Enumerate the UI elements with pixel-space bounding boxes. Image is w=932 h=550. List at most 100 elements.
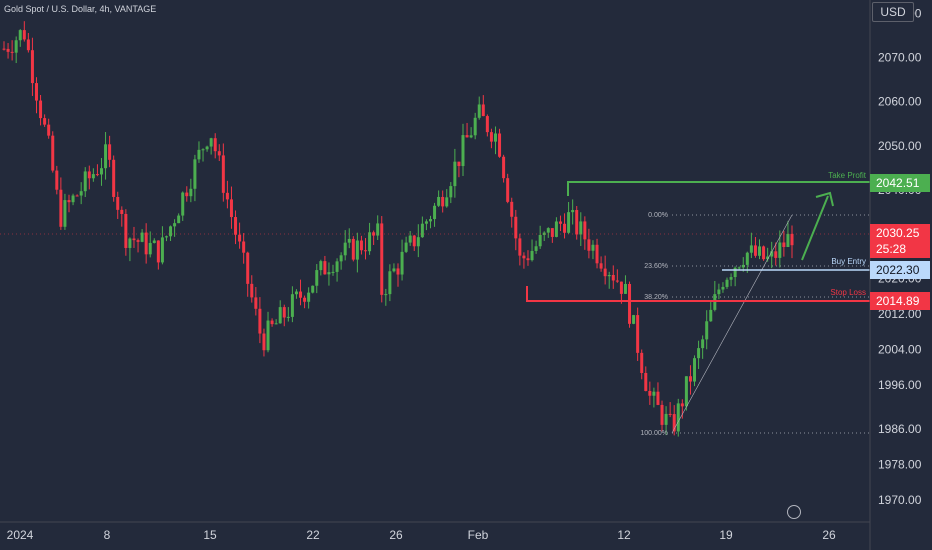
candle-body bbox=[217, 151, 221, 156]
candle-body bbox=[538, 234, 542, 247]
candle-body bbox=[169, 226, 173, 237]
currency-button[interactable]: USD bbox=[872, 2, 914, 22]
candle-body bbox=[737, 267, 741, 269]
candle-body bbox=[55, 170, 59, 190]
flash-icon[interactable] bbox=[787, 505, 801, 519]
candle-body bbox=[173, 223, 177, 227]
candle-body bbox=[652, 391, 656, 396]
candle-body bbox=[575, 210, 579, 235]
candle-body bbox=[412, 235, 416, 247]
candle-body bbox=[315, 270, 319, 286]
candle-body bbox=[502, 156, 506, 179]
candle-body bbox=[10, 51, 14, 53]
candle-body bbox=[656, 391, 660, 405]
candle-body bbox=[534, 246, 538, 251]
candle-body bbox=[514, 216, 518, 239]
current-price-badge: 2030.25 25:28 bbox=[870, 224, 930, 258]
candle-body bbox=[786, 233, 790, 248]
candle-body bbox=[152, 240, 156, 243]
candle-body bbox=[43, 118, 47, 125]
candle-body bbox=[327, 272, 331, 275]
candle-body bbox=[185, 192, 189, 197]
candle-body bbox=[250, 283, 254, 298]
candle-body bbox=[234, 217, 238, 235]
candle-body bbox=[433, 205, 437, 220]
candle-body bbox=[335, 261, 339, 272]
candle-body bbox=[39, 100, 43, 119]
candle-body bbox=[563, 223, 567, 233]
candle-body bbox=[254, 297, 258, 309]
candle-body bbox=[493, 133, 497, 142]
candle-body bbox=[294, 291, 298, 295]
candle-body bbox=[359, 240, 363, 251]
candle-body bbox=[213, 138, 217, 152]
buy-entry-label: Buy Entry bbox=[831, 257, 866, 266]
candle-body bbox=[579, 221, 583, 235]
candle-body bbox=[63, 200, 67, 227]
candle-body bbox=[242, 241, 246, 253]
price-tick-label: 2012.00 bbox=[878, 307, 922, 321]
time-tick-label: 26 bbox=[389, 528, 403, 542]
candle-body bbox=[124, 213, 128, 248]
candle-body bbox=[132, 238, 136, 241]
candles-layer bbox=[2, 21, 794, 437]
candle-body bbox=[67, 200, 71, 203]
candle-body bbox=[758, 246, 762, 256]
candle-body bbox=[181, 192, 185, 216]
price-tick-label: 2070.00 bbox=[878, 51, 922, 65]
candle-body bbox=[290, 294, 294, 317]
candle-body bbox=[506, 178, 510, 202]
time-tick-label: 15 bbox=[203, 528, 217, 542]
candle-body bbox=[498, 133, 502, 157]
candle-body bbox=[274, 323, 278, 325]
candle-body bbox=[461, 135, 465, 167]
time-tick-label: 8 bbox=[104, 528, 111, 542]
candle-body bbox=[18, 30, 22, 41]
candle-body bbox=[307, 292, 311, 302]
stop-loss-label: Stop Loss bbox=[830, 288, 866, 297]
candle-body bbox=[424, 221, 428, 224]
candle-body bbox=[14, 40, 18, 53]
candle-body bbox=[721, 286, 725, 290]
candle-body bbox=[680, 403, 684, 407]
candle-body bbox=[510, 201, 514, 217]
candle-body bbox=[144, 232, 148, 255]
candle-body bbox=[197, 149, 201, 160]
candle-body bbox=[270, 320, 274, 325]
candle-body bbox=[205, 146, 209, 150]
candle-body bbox=[380, 223, 384, 295]
candle-body bbox=[351, 238, 355, 260]
candle-body bbox=[449, 186, 453, 198]
candle-body bbox=[441, 196, 445, 207]
candle-body bbox=[116, 196, 120, 210]
candle-body bbox=[603, 268, 607, 277]
candle-body bbox=[160, 237, 164, 263]
candle-body bbox=[396, 268, 400, 275]
projection-arrow-shaft bbox=[801, 195, 829, 261]
candle-body bbox=[376, 223, 380, 236]
candle-body bbox=[530, 250, 534, 261]
time-axis[interactable]: 2024 8 15 22 26 Feb 12 19 26 bbox=[7, 528, 836, 542]
time-tick-label: 2024 bbox=[7, 528, 34, 542]
time-tick-label: Feb bbox=[468, 528, 489, 542]
candle-body bbox=[30, 50, 34, 84]
candle-body bbox=[591, 244, 595, 251]
candle-body bbox=[607, 274, 611, 277]
candle-body bbox=[71, 195, 75, 203]
candle-body bbox=[104, 144, 108, 169]
time-tick-label: 22 bbox=[306, 528, 320, 542]
candle-body bbox=[79, 191, 83, 196]
candle-body bbox=[762, 246, 766, 260]
candle-body bbox=[372, 232, 376, 236]
candle-body bbox=[709, 309, 713, 322]
candle-body bbox=[238, 234, 242, 242]
candle-body bbox=[684, 376, 688, 407]
price-tick-label: 1986.00 bbox=[878, 422, 922, 436]
candle-body bbox=[404, 242, 408, 252]
candle-body bbox=[693, 358, 697, 382]
candle-body bbox=[465, 135, 469, 138]
fib-100-label: 100.00% bbox=[640, 430, 668, 437]
candle-body bbox=[400, 251, 404, 275]
candle-body bbox=[339, 255, 343, 262]
